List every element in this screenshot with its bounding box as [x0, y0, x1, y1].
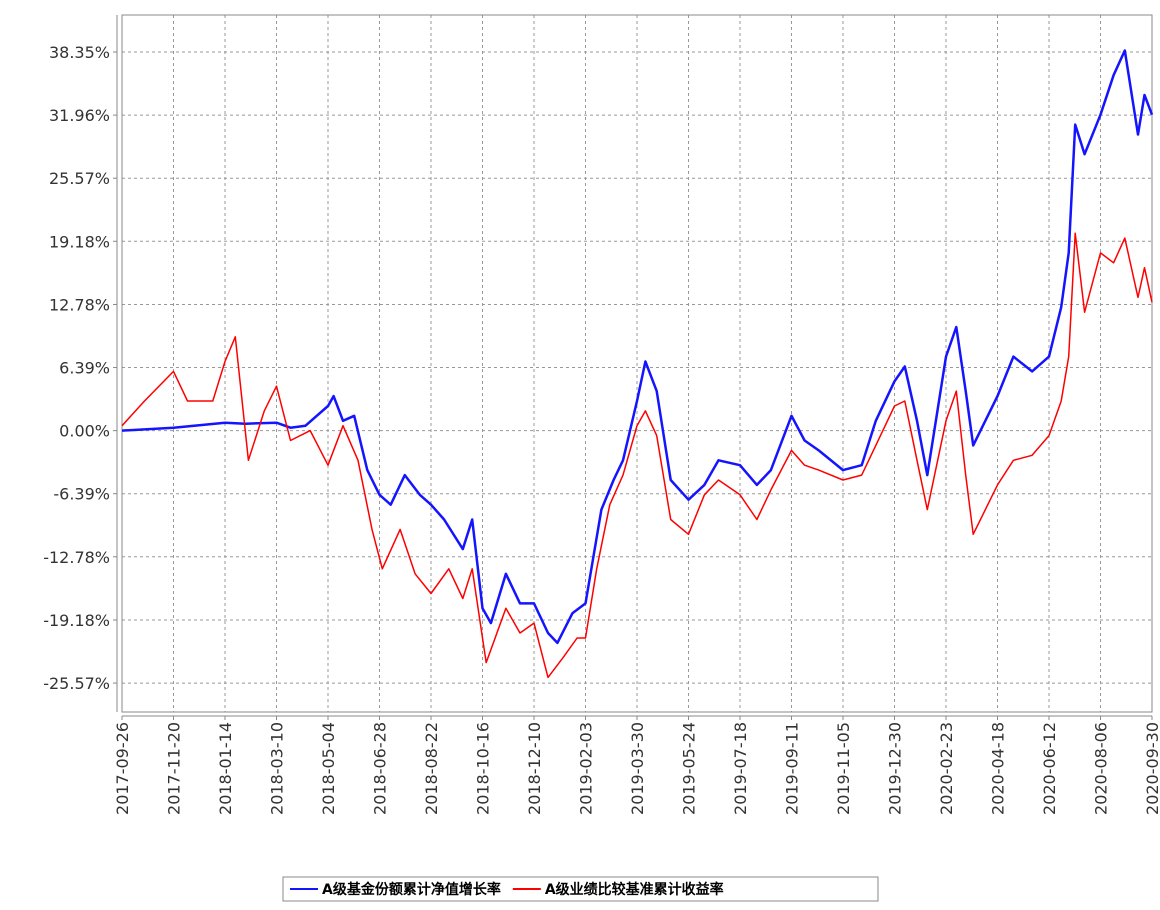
series-line: [121, 232, 1153, 679]
x-tick-label: 2020-04-18: [989, 722, 1008, 815]
legend-label: A级基金份额累计净值增长率: [322, 881, 501, 898]
x-tick-label: 2018-10-16: [474, 722, 493, 815]
x-tick-label: 2020-06-12: [1040, 722, 1059, 815]
x-tick-label: 2019-02-03: [577, 722, 596, 815]
x-tick-label: 2019-05-24: [680, 722, 699, 815]
legend-box: [282, 876, 879, 902]
series-line: [121, 49, 1154, 645]
x-tick-label: 2020-08-06: [1092, 722, 1111, 815]
y-tick-label: -19.18%: [43, 611, 110, 630]
y-tick-label: 25.57%: [49, 169, 110, 188]
x-tick-label: 2018-12-10: [525, 722, 544, 815]
y-tick-label: -25.57%: [43, 674, 110, 693]
x-tick-label: 2018-06-28: [371, 722, 390, 815]
y-tick-label: -6.39%: [53, 485, 110, 504]
legend-label: A级业绩比较基准累计收益率: [545, 881, 724, 898]
x-tick-label: 2019-11-05: [834, 722, 853, 815]
x-tick-label: 2018-01-14: [216, 722, 235, 815]
y-tick-label: 31.96%: [49, 106, 110, 125]
x-tick-label: 2019-12-30: [886, 722, 905, 815]
x-tick-label: 2019-03-30: [628, 722, 647, 815]
x-tick-label: 2017-11-20: [165, 722, 184, 815]
x-tick-label: 2020-02-23: [937, 722, 956, 815]
x-tick-label: 2018-08-22: [422, 722, 441, 815]
y-tick-label: -12.78%: [43, 548, 110, 567]
y-tick-label: 12.78%: [49, 295, 110, 314]
y-tick-label: 38.35%: [49, 43, 110, 62]
x-tick-label: 2020-09-30: [1143, 722, 1160, 815]
y-tick-label: 6.39%: [59, 359, 110, 378]
x-tick-label: 2018-03-10: [268, 722, 287, 815]
y-tick-label: 19.18%: [49, 232, 110, 251]
y-tick-label: 0.00%: [59, 422, 110, 441]
x-tick-label: 2017-09-26: [113, 722, 132, 815]
x-tick-label: 2019-07-18: [731, 722, 750, 815]
legend: A级基金份额累计净值增长率 A级业绩比较基准累计收益率: [290, 881, 724, 898]
x-tick-label: 2018-05-04: [319, 722, 338, 815]
plot-border: [121, 14, 1153, 713]
x-tick-label: 2019-09-11: [783, 722, 802, 815]
